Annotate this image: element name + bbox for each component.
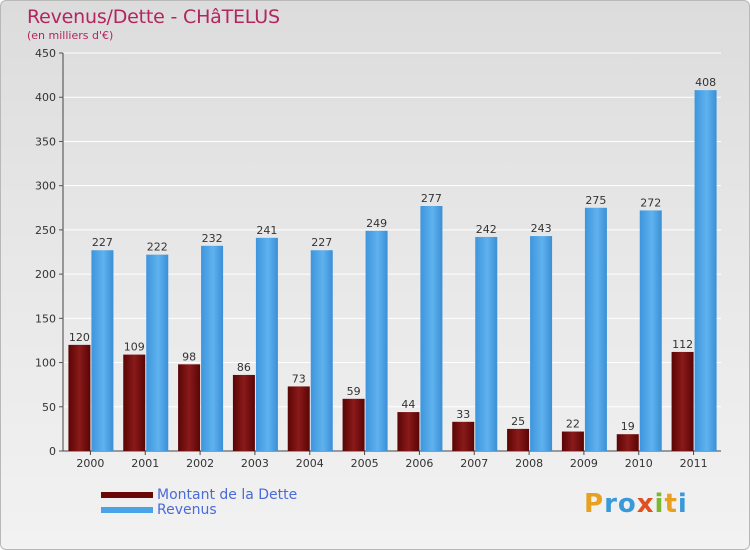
bar-debt (616, 434, 639, 451)
y-tick-label: 400 (35, 91, 56, 104)
y-tick-label: 150 (35, 312, 56, 325)
data-label-revenue: 232 (202, 232, 223, 245)
bar-revenue (201, 245, 224, 451)
x-tick-label: 2010 (625, 457, 653, 470)
data-label-revenue: 275 (585, 194, 606, 207)
y-tick-label: 200 (35, 268, 56, 281)
data-label-revenue: 227 (311, 236, 332, 249)
bar-revenue (584, 207, 607, 451)
logo-letter: P (584, 489, 605, 519)
legend-label-debt: Montant de la Dette (157, 486, 298, 503)
bar-debt (507, 428, 530, 451)
bar-revenue (255, 237, 278, 451)
x-tick-label: 2001 (131, 457, 159, 470)
bar-debt (178, 364, 201, 451)
data-label-debt: 44 (401, 398, 415, 411)
bar-revenue (310, 250, 333, 451)
logo-letter: o (617, 489, 637, 519)
data-label-debt: 109 (124, 341, 145, 354)
bar-revenue (475, 236, 498, 451)
bar-debt (342, 398, 365, 451)
bar-revenue (365, 230, 388, 451)
y-tick-label: 300 (35, 180, 56, 193)
data-label-revenue: 249 (366, 217, 387, 230)
bar-revenue (530, 236, 553, 451)
data-label-revenue: 242 (476, 223, 497, 236)
data-label-revenue: 277 (421, 192, 442, 205)
logo-letter: r (604, 489, 618, 519)
x-tick-label: 2007 (460, 457, 488, 470)
bar-revenue (639, 210, 662, 451)
bar-debt (561, 431, 584, 451)
legend-swatch-debt (101, 491, 153, 498)
y-tick-label: 350 (35, 135, 56, 148)
x-tick-label: 2008 (515, 457, 543, 470)
legend-item-debt: Montant de la Dette (101, 486, 298, 503)
y-tick-label: 250 (35, 224, 56, 237)
data-label-debt: 25 (511, 415, 525, 428)
chart-subtitle: (en milliers d'€) (27, 29, 114, 42)
bar-debt (232, 374, 255, 451)
y-tick-label: 50 (42, 401, 56, 414)
bar-debt (671, 351, 694, 451)
bar-revenue (146, 254, 169, 451)
x-tick-label: 2002 (186, 457, 214, 470)
bars-layer (68, 90, 717, 451)
legend-swatch-revenue (101, 506, 153, 513)
data-label-debt: 120 (69, 331, 90, 344)
bar-revenue (420, 206, 443, 451)
bar-debt (68, 344, 91, 451)
y-tick-label: 0 (49, 445, 56, 458)
data-label-debt: 98 (182, 350, 196, 363)
data-label-revenue: 243 (531, 222, 552, 235)
logo-letter: t (664, 489, 678, 519)
grid-layer: 0 50 100 150 200 250 300 350 400 450 (35, 47, 721, 458)
data-label-debt: 19 (621, 420, 635, 433)
logo-letter: x (636, 489, 655, 519)
bar-debt (397, 412, 420, 451)
bar-debt (287, 386, 310, 451)
x-tick-label: 2009 (570, 457, 598, 470)
data-label-debt: 33 (456, 408, 470, 421)
data-label-debt: 73 (292, 372, 306, 385)
logo-letter: i (654, 489, 665, 519)
x-tick-label: 2005 (351, 457, 379, 470)
y-tick-label: 100 (35, 357, 56, 370)
data-label-debt: 22 (566, 418, 580, 431)
bar-revenue (91, 250, 114, 451)
x-tick-label: 2000 (76, 457, 104, 470)
data-label-debt: 59 (347, 385, 361, 398)
logo-letter: i (677, 489, 688, 519)
x-tick-label: 2004 (296, 457, 324, 470)
x-tick-label: 2006 (405, 457, 433, 470)
legend-label-revenue: Revenus (157, 501, 217, 518)
data-label-revenue: 222 (147, 241, 168, 254)
labels-layer: 2000 120 227 2001 109 222 2002 98 232 2003 86 241 20… (69, 76, 716, 470)
legend: Montant de la Dette Revenus (101, 486, 298, 518)
data-label-debt: 86 (237, 361, 251, 374)
data-label-revenue: 227 (92, 236, 113, 249)
bar-debt (123, 354, 146, 451)
x-tick-label: 2011 (680, 457, 708, 470)
legend-item-revenue: Revenus (101, 501, 297, 518)
chart-title: Revenus/Dette - CHâTELUS (27, 6, 280, 28)
proxiti-logo: Proxiti (584, 489, 688, 519)
data-label-debt: 112 (672, 338, 693, 351)
x-tick-label: 2003 (241, 457, 269, 470)
y-tick-label: 450 (35, 47, 56, 60)
bar-debt (452, 421, 475, 451)
data-label-revenue: 272 (640, 196, 661, 209)
data-label-revenue: 241 (256, 224, 277, 237)
bar-revenue (694, 90, 717, 451)
data-label-revenue: 408 (695, 76, 716, 89)
